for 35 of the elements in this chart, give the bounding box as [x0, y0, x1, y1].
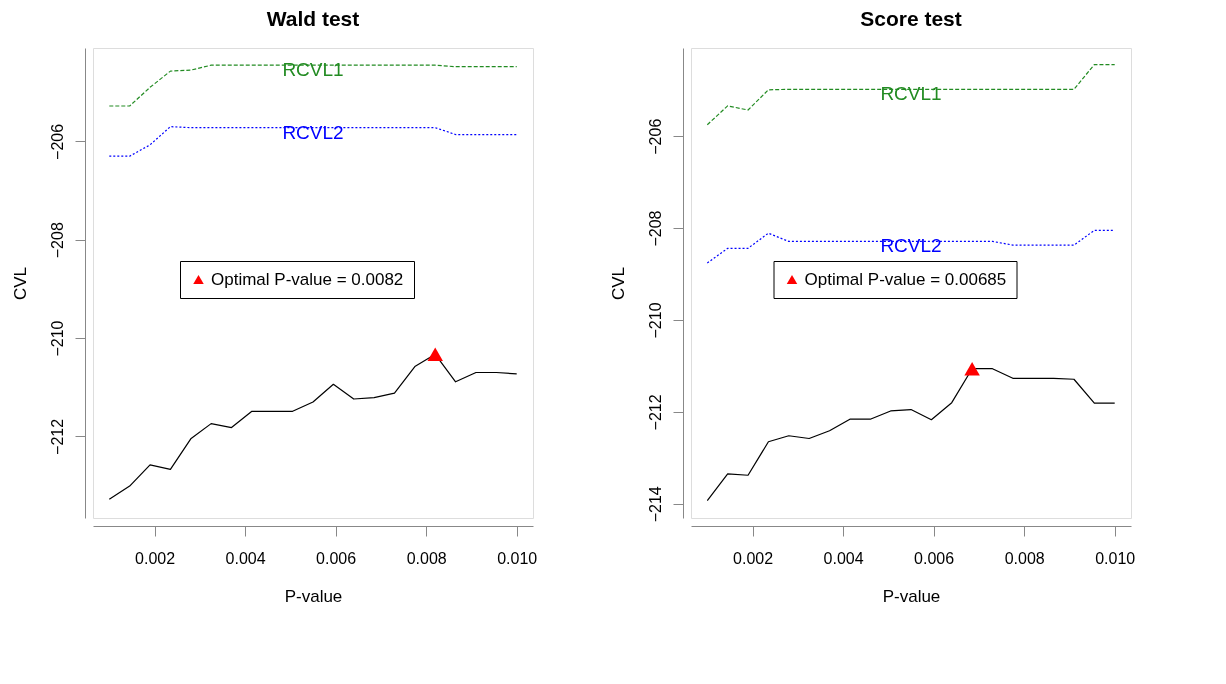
x-tick-label: 0.006	[316, 549, 357, 567]
line-series	[108, 126, 518, 157]
series-label: RCVL1	[282, 59, 344, 81]
y-tick-label: −214	[646, 486, 664, 523]
y-tick-label: −210	[48, 320, 66, 357]
y-tick-label: −210	[646, 302, 664, 339]
y-tick-label: −212	[48, 418, 66, 455]
y-tick-label: −206	[646, 118, 664, 155]
chart-title: Score test	[860, 7, 962, 30]
x-tick-label: 0.002	[733, 549, 774, 567]
y-axis-title: CVL	[608, 266, 628, 301]
x-tick-label: 0.008	[1004, 549, 1045, 567]
line-series	[706, 229, 1116, 264]
x-axis-title: P-value	[882, 586, 941, 606]
legend-label: Optimal P-value = 0.0082	[211, 269, 404, 289]
line-series	[108, 64, 518, 107]
series-label: RCVL2	[282, 121, 344, 143]
x-tick-label: 0.004	[225, 549, 266, 567]
x-tick-label: 0.004	[823, 549, 864, 567]
x-axis-title: P-value	[284, 586, 343, 606]
y-tick-label: −208	[646, 210, 664, 247]
y-tick-label: −212	[646, 394, 664, 431]
x-tick-label: 0.010	[1095, 549, 1136, 567]
y-axis-title: CVL	[10, 266, 30, 301]
y-tick-label: −206	[48, 123, 66, 160]
line-series	[706, 63, 1116, 126]
x-tick-label: 0.002	[135, 549, 176, 567]
x-tick-label: 0.006	[914, 549, 955, 567]
legend-label: Optimal P-value = 0.00685	[804, 269, 1007, 289]
series-label: RCVL1	[880, 83, 942, 105]
chart-title: Wald test	[266, 7, 360, 30]
series-label: RCVL2	[880, 235, 942, 257]
x-tick-label: 0.010	[497, 549, 538, 567]
x-tick-label: 0.008	[406, 549, 447, 567]
y-tick-label: −208	[48, 222, 66, 259]
